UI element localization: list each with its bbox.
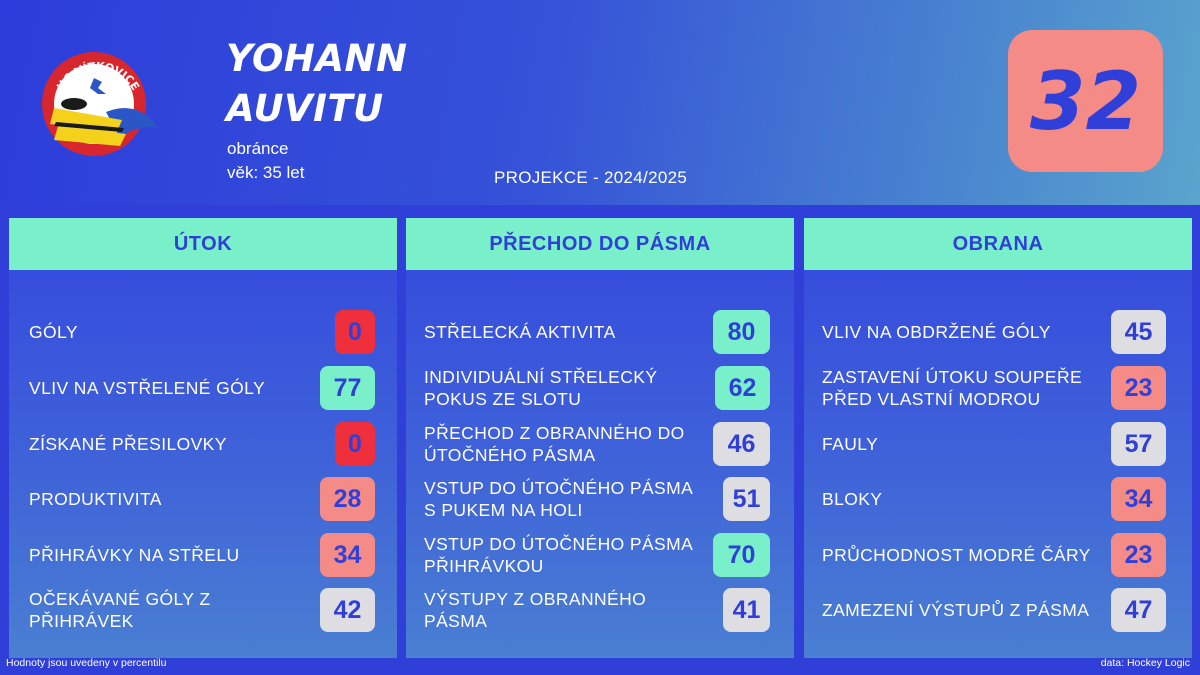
stat-label: VSTUP DO ÚTOČNÉHO PÁSMA PŘIHRÁVKOU: [424, 534, 693, 576]
stat-row: BLOKY 34: [804, 475, 1192, 523]
stat-panel: PŘECHOD DO PÁSMA STŘELECKÁ AKTIVITA 80 INDI…: [406, 218, 794, 658]
stat-label: INDIVIDUÁLNÍ STŘELECKÝ POKUS ZE SLOTU: [424, 367, 658, 409]
stat-percentile-badge: 0: [335, 422, 375, 466]
stat-percentile-badge: 77: [320, 366, 375, 410]
stat-row: PŘECHOD Z OBRANNÉHO DO ÚTOČNÉHO PÁSMA 46: [406, 420, 794, 468]
stat-percentile-badge: 80: [713, 310, 770, 354]
stat-label: STŘELECKÁ AKTIVITA: [424, 322, 616, 342]
stat-panel: OBRANA VLIV NA OBDRŽENÉ GÓLY 45 ZASTAVENÍ Ú…: [804, 218, 1192, 658]
footer-note: Hodnoty jsou uvedeny v percentilu: [6, 657, 167, 669]
stat-label: BLOKY: [822, 489, 883, 509]
player-name: YOHANN AUVITU: [226, 34, 407, 134]
stat-label: PŘIHRÁVKY NA STŘELU: [29, 545, 240, 565]
stat-label: PŘECHOD Z OBRANNÉHO DO ÚTOČNÉHO PÁSMA: [424, 423, 685, 465]
stat-label: VÝSTUPY Z OBRANNÉHO PÁSMA: [424, 589, 647, 631]
stat-row: GÓLY 0: [9, 308, 397, 356]
stat-row: ZASTAVENÍ ÚTOKU SOUPEŘE PŘED VLASTNÍ MOD…: [804, 364, 1192, 412]
data-source: data: Hockey Logic: [1100, 657, 1190, 669]
jersey-number-badge: 32: [1008, 30, 1163, 172]
stat-label: VLIV NA OBDRŽENÉ GÓLY: [822, 322, 1051, 342]
stat-percentile-badge: 62: [715, 366, 770, 410]
stat-label: GÓLY: [29, 322, 78, 342]
stat-percentile-badge: 34: [320, 533, 375, 577]
projection-season: PROJEKCE - 2024/2025: [494, 168, 688, 187]
stat-label: PRODUKTIVITA: [29, 489, 162, 509]
hc-vitkovice-logo-icon: HC VÍTKOVICE: [42, 52, 158, 156]
stat-row: VLIV NA OBDRŽENÉ GÓLY 45: [804, 308, 1192, 356]
stat-percentile-badge: 46: [713, 422, 770, 466]
stat-row: FAULY 57: [804, 420, 1192, 468]
stat-percentile-badge: 41: [723, 588, 770, 632]
stat-row: STŘELECKÁ AKTIVITA 80: [406, 308, 794, 356]
stat-row: PRŮCHODNOST MODRÉ ČÁRY 23: [804, 531, 1192, 579]
player-first-name: YOHANN: [226, 37, 408, 80]
stat-row: ZÍSKANÉ PŘESILOVKY 0: [9, 420, 397, 468]
stat-percentile-badge: 51: [723, 477, 770, 521]
stat-percentile-badge: 23: [1111, 533, 1166, 577]
player-age: věk: 35 let: [227, 163, 305, 182]
stat-row: OČEKÁVANÉ GÓLY Z PŘIHRÁVEK 42: [9, 586, 397, 634]
stat-label: OČEKÁVANÉ GÓLY Z PŘIHRÁVEK: [29, 589, 211, 631]
stat-label: ZÍSKANÉ PŘESILOVKY: [29, 434, 227, 454]
stat-percentile-badge: 42: [320, 588, 375, 632]
stat-row: PŘIHRÁVKY NA STŘELU 34: [9, 531, 397, 579]
stat-label: ZASTAVENÍ ÚTOKU SOUPEŘE PŘED VLASTNÍ MOD…: [822, 367, 1083, 409]
stat-label: ZAMEZENÍ VÝSTUPŮ Z PÁSMA: [822, 600, 1090, 620]
stat-label: FAULY: [822, 434, 879, 454]
stat-label: VSTUP DO ÚTOČNÉHO PÁSMA S PUKEM NA HOLI: [424, 478, 693, 520]
panel-title: ÚTOK: [9, 218, 397, 270]
stat-percentile-badge: 0: [335, 310, 375, 354]
stat-percentile-badge: 23: [1111, 366, 1166, 410]
panel-title: OBRANA: [804, 218, 1192, 270]
stat-percentile-badge: 47: [1111, 588, 1166, 632]
header: [0, 0, 1200, 205]
stat-label: VLIV NA VSTŘELENÉ GÓLY: [29, 378, 266, 398]
player-position: obránce: [227, 139, 289, 158]
stat-row: VSTUP DO ÚTOČNÉHO PÁSMA S PUKEM NA HOLI 5…: [406, 475, 794, 523]
stat-percentile-badge: 45: [1111, 310, 1166, 354]
stat-row: VLIV NA VSTŘELENÉ GÓLY 77: [9, 364, 397, 412]
stat-percentile-badge: 70: [713, 533, 770, 577]
stat-row: ZAMEZENÍ VÝSTUPŮ Z PÁSMA 47: [804, 586, 1192, 634]
stat-percentile-badge: 34: [1111, 477, 1166, 521]
panel-title: PŘECHOD DO PÁSMA: [406, 218, 794, 270]
stat-row: INDIVIDUÁLNÍ STŘELECKÝ POKUS ZE SLOTU 62: [406, 364, 794, 412]
stat-row: PRODUKTIVITA 28: [9, 475, 397, 523]
stat-panel: ÚTOK GÓLY 0 VLIV NA VSTŘELENÉ GÓLY 77 ZÍSKANÉ…: [9, 218, 397, 658]
stat-row: VSTUP DO ÚTOČNÉHO PÁSMA PŘIHRÁVKOU 70: [406, 531, 794, 579]
stat-label: PRŮCHODNOST MODRÉ ČÁRY: [822, 545, 1091, 565]
player-last-name: AUVITU: [226, 87, 384, 130]
stat-row: VÝSTUPY Z OBRANNÉHO PÁSMA 41: [406, 586, 794, 634]
stat-percentile-badge: 28: [320, 477, 375, 521]
stat-percentile-badge: 57: [1111, 422, 1166, 466]
